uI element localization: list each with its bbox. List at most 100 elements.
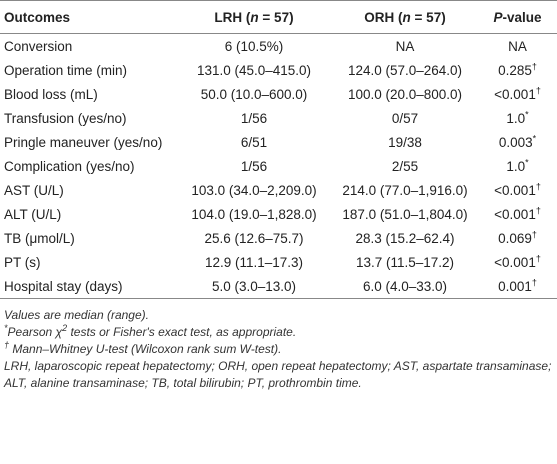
text: Blood loss (mL) — [4, 86, 98, 102]
table-row: Conversion 6 (10.5%) NA NA — [0, 34, 557, 59]
text: = 57) — [258, 9, 294, 25]
superscript: † — [4, 340, 10, 350]
text: 2/55 — [391, 158, 419, 174]
superscript: † — [535, 205, 541, 215]
table-row: AST (U/L) 103.0 (34.0–2,209.0) 214.0 (77.0… — [0, 178, 557, 202]
table-row: Pringle maneuver (yes/no) 6/51 19/38 0.003* — [0, 130, 557, 154]
text: n — [402, 9, 411, 25]
table-cell: Hospital stay (days) — [0, 274, 176, 299]
text: ALT (U/L) — [4, 206, 62, 222]
text: 13.7 (11.5–17.2) — [355, 254, 455, 270]
table-cell: NA — [332, 34, 478, 59]
footnote: Values are median (range). — [4, 307, 553, 324]
text: 1.0 — [506, 110, 526, 126]
text: Values are median (range). — [4, 308, 149, 322]
text: 5.0 (3.0–13.0) — [211, 278, 297, 294]
table-cell: Complication (yes/no) — [0, 154, 176, 178]
text: 25.6 (12.6–75.7) — [204, 230, 304, 246]
outcomes-table: Outcomes LRH (n = 57) ORH (n = 57) P-value … — [0, 0, 557, 299]
footnote: † Mann–Whitney U-test (Wilcoxon rank sum… — [4, 341, 553, 358]
table-cell: 0.001† — [478, 274, 557, 299]
text: Complication (yes/no) — [4, 158, 135, 174]
table-cell: 1/56 — [176, 106, 332, 130]
table-cell: 103.0 (34.0–2,209.0) — [176, 178, 332, 202]
header-row: Outcomes LRH (n = 57) ORH (n = 57) P-value — [0, 0, 557, 34]
superscript: * — [525, 109, 529, 119]
table-cell: 2/55 — [332, 154, 478, 178]
footnotes: Values are median (range). *Pearson χ2 te… — [0, 299, 557, 392]
header-cell: Outcomes — [0, 0, 176, 34]
text: <0.001 — [494, 182, 536, 198]
table-cell: Pringle maneuver (yes/no) — [0, 130, 176, 154]
header-cell: ORH (n = 57) — [332, 0, 478, 34]
table-cell: 0/57 — [332, 106, 478, 130]
table-cell: 1.0* — [478, 154, 557, 178]
text: 12.9 (11.1–17.3) — [204, 254, 304, 270]
text: 104.0 (19.0–1,828.0) — [191, 206, 317, 222]
table-cell: 0.069† — [478, 226, 557, 250]
text: 0.003 — [498, 134, 533, 150]
header-cell: LRH (n = 57) — [176, 0, 332, 34]
text: 6 (10.5%) — [224, 38, 284, 54]
text: LRH ( — [214, 9, 251, 25]
table-cell: 5.0 (3.0–13.0) — [176, 274, 332, 299]
text: Operation time (min) — [4, 62, 128, 78]
table-row: ALT (U/L) 104.0 (19.0–1,828.0) 187.0 (51.0… — [0, 202, 557, 226]
superscript: † — [531, 277, 537, 287]
table-cell: AST (U/L) — [0, 178, 176, 202]
text: Transfusion (yes/no) — [4, 110, 127, 126]
table-row: Transfusion (yes/no) 1/56 0/57 1.0* — [0, 106, 557, 130]
table-row: PT (s) 12.9 (11.1–17.3) 13.7 (11.5–17.2) <0… — [0, 250, 557, 274]
text: 0.001 — [498, 278, 532, 294]
text: TB (μmol/L) — [4, 230, 75, 246]
superscript: † — [535, 253, 541, 263]
text: <0.001 — [494, 86, 536, 102]
table-cell: <0.001† — [478, 250, 557, 274]
table-cell: 6/51 — [176, 130, 332, 154]
text: 1.0 — [506, 158, 526, 174]
table-cell: 104.0 (19.0–1,828.0) — [176, 202, 332, 226]
text: 0/57 — [391, 110, 419, 126]
text: 1/56 — [240, 110, 268, 126]
table-cell: Conversion — [0, 34, 176, 59]
text: 124.0 (57.0–264.0) — [347, 62, 463, 78]
table-cell: 0.003* — [478, 130, 557, 154]
table-cell: <0.001† — [478, 82, 557, 106]
table-cell: 13.7 (11.5–17.2) — [332, 250, 478, 274]
table-cell: 19/38 — [332, 130, 478, 154]
text: n — [250, 9, 259, 25]
superscript: † — [531, 61, 537, 71]
text: 100.0 (20.0–800.0) — [347, 86, 463, 102]
text: = 57) — [410, 9, 446, 25]
text: LRH, laparoscopic repeat hepatectomy; OR… — [4, 359, 552, 390]
table-cell: TB (μmol/L) — [0, 226, 176, 250]
table-cell: PT (s) — [0, 250, 176, 274]
table-cell: <0.001† — [478, 202, 557, 226]
superscript: † — [535, 181, 541, 191]
table-cell: 28.3 (15.2–62.4) — [332, 226, 478, 250]
text: Conversion — [4, 38, 73, 54]
text: NA — [508, 38, 527, 54]
superscript: * — [4, 323, 8, 333]
text: 6.0 (4.0–33.0) — [362, 278, 448, 294]
table-cell: Operation time (min) — [0, 58, 176, 82]
text: Hospital stay (days) — [4, 278, 123, 294]
table-row: Hospital stay (days) 5.0 (3.0–13.0) 6.0 (4… — [0, 274, 557, 299]
table-cell: 1/56 — [176, 154, 332, 178]
text: 28.3 (15.2–62.4) — [355, 230, 455, 246]
text: ORH ( — [364, 9, 403, 25]
table-cell: Blood loss (mL) — [0, 82, 176, 106]
header-cell: P-value — [478, 0, 557, 34]
table-cell: NA — [478, 34, 557, 59]
table-row: Blood loss (mL) 50.0 (10.0–600.0) 100.0 (2… — [0, 82, 557, 106]
text: 187.0 (51.0–1,804.0) — [342, 206, 468, 222]
text: 0.069 — [498, 230, 532, 246]
superscript: † — [535, 85, 541, 95]
text: Mann–Whitney U-test (Wilcoxon rank sum W… — [9, 342, 282, 356]
footnote: LRH, laparoscopic repeat hepatectomy; OR… — [4, 358, 553, 392]
table-cell: ALT (U/L) — [0, 202, 176, 226]
table-row: Operation time (min) 131.0 (45.0–415.0) 12… — [0, 58, 557, 82]
text: <0.001 — [494, 206, 536, 222]
text: <0.001 — [494, 254, 536, 270]
